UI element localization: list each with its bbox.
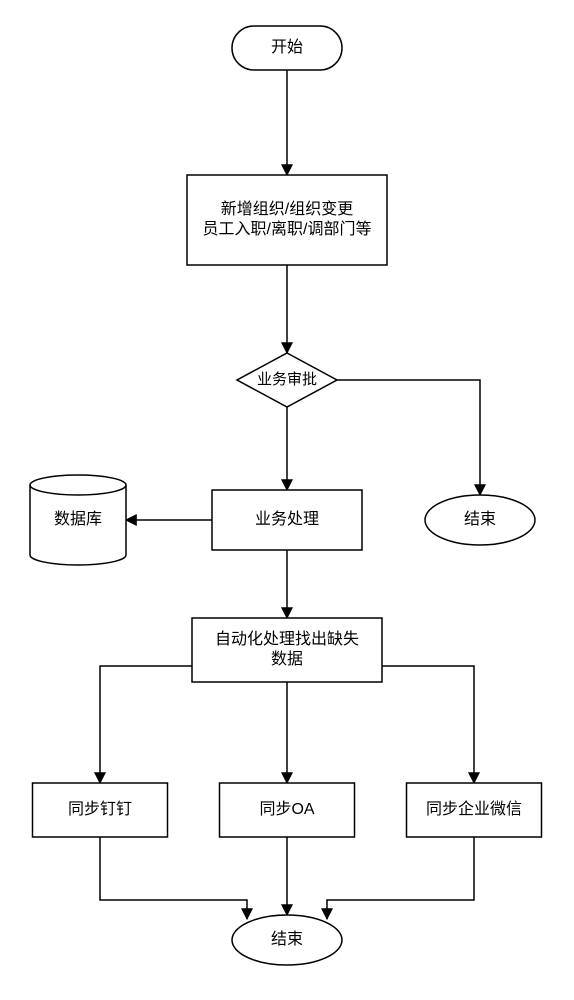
svg-text:结束: 结束: [464, 510, 496, 528]
edge-sync_wx-end2: [327, 837, 474, 919]
node-end1: 结束: [425, 495, 535, 545]
node-change: 新增组织/组织变更员工入职/离职/调部门等: [187, 175, 387, 265]
svg-text:开始: 开始: [271, 38, 303, 56]
svg-text:业务处理: 业务处理: [255, 510, 319, 528]
svg-text:业务审批: 业务审批: [257, 371, 317, 388]
node-sync_wx: 同步企业微信: [407, 783, 542, 837]
node-sync_dd: 同步钉钉: [33, 783, 168, 837]
node-auto: 自动化处理找出缺失数据: [192, 618, 382, 682]
edge-approval-end1: [337, 380, 480, 495]
svg-text:数据: 数据: [271, 650, 303, 668]
node-end2: 结束: [232, 915, 342, 965]
node-approval: 业务审批: [237, 353, 337, 407]
svg-text:数据库: 数据库: [54, 510, 102, 528]
flowchart: 开始新增组织/组织变更员工入职/离职/调部门等业务审批数据库业务处理结束自动化处…: [0, 0, 574, 1000]
svg-text:同步钉钉: 同步钉钉: [68, 800, 132, 818]
edge-sync_dd-end2: [100, 837, 247, 919]
edge-auto-sync_dd: [100, 666, 192, 783]
svg-text:员工入职/离职/调部门等: 员工入职/离职/调部门等: [203, 220, 372, 238]
edge-auto-sync_wx: [382, 666, 474, 783]
node-sync_oa: 同步OA: [220, 783, 355, 837]
svg-text:自动化处理找出缺失: 自动化处理找出缺失: [215, 630, 359, 648]
node-process: 业务处理: [212, 490, 362, 550]
node-db: 数据库: [30, 475, 126, 565]
node-start: 开始: [232, 26, 342, 70]
svg-text:同步OA: 同步OA: [259, 800, 314, 818]
svg-text:同步企业微信: 同步企业微信: [426, 800, 522, 818]
svg-text:新增组织/组织变更: 新增组织/组织变更: [221, 200, 353, 218]
svg-text:结束: 结束: [271, 930, 303, 948]
